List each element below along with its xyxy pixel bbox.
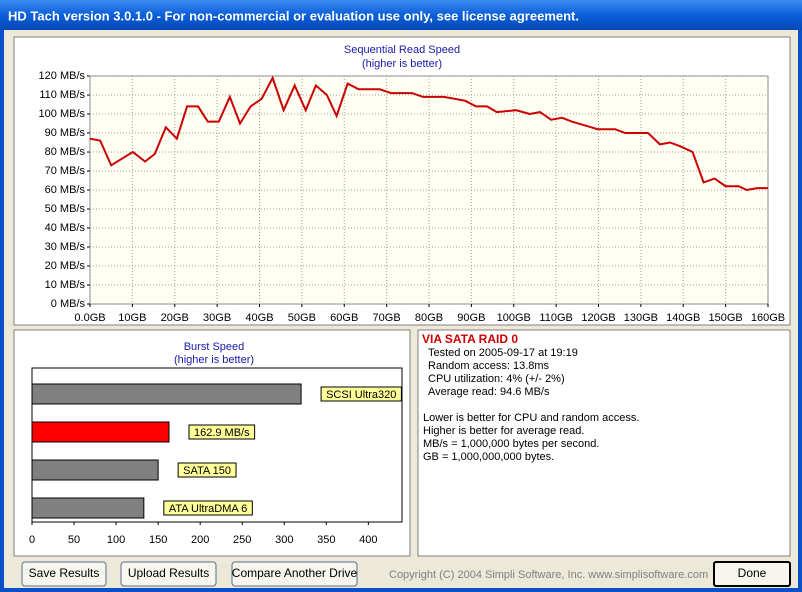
read-line [89, 75, 768, 192]
button[interactable] [231, 561, 358, 587]
note-line: MB/s = 1,000,000 bytes per second. [423, 438, 599, 450]
x-tick-label: 300 [275, 534, 293, 546]
drive-name: VIA SATA RAID 0 [422, 332, 518, 346]
burst-subtitle: (higher is better) [174, 354, 254, 366]
x-tick-label: 70GB [373, 312, 401, 324]
button[interactable] [21, 561, 107, 587]
burst-bar [31, 459, 159, 481]
button-label[interactable]: Compare Another Drive [232, 566, 358, 580]
burst-title: Burst Speed [184, 341, 245, 353]
button[interactable] [120, 561, 217, 587]
bar-label-box [163, 500, 253, 516]
y-tick-label: 10 MB/s [45, 279, 86, 291]
x-tick-label: 350 [317, 534, 335, 546]
burst-bar [31, 383, 302, 405]
y-tick-label: 120 MB/s [39, 70, 86, 82]
y-tick-label: 50 MB/s [45, 203, 86, 215]
y-tick-label: 90 MB/s [45, 127, 86, 139]
read-title: Sequential Read Speed [344, 44, 460, 56]
x-tick-label: 250 [233, 534, 251, 546]
y-tick-label: 20 MB/s [45, 260, 86, 272]
x-tick-label: 400 [359, 534, 377, 546]
x-tick-label: 0 [29, 534, 35, 546]
x-tick-label: 140GB [666, 312, 700, 324]
done-button[interactable] [713, 561, 791, 587]
burst-bar [31, 421, 170, 443]
y-tick-label: 100 MB/s [39, 108, 86, 120]
result-line: Average read: 94.6 MB/s [428, 386, 550, 398]
bar-label: ATA UltraDMA 6 [169, 503, 247, 515]
window-title: HD Tach version 3.0.1.0 - For non-commer… [8, 8, 579, 23]
y-tick-label: 40 MB/s [45, 222, 86, 234]
y-tick-label: 60 MB/s [45, 184, 86, 196]
x-tick-label: 20GB [161, 312, 189, 324]
done-label[interactable]: Done [738, 566, 767, 580]
title-bar [0, 0, 802, 30]
result-line: CPU utilization: 4% (+/- 2%) [428, 373, 565, 385]
x-tick-label: 60GB [330, 312, 358, 324]
result-line: Random access: 13.8ms [428, 360, 550, 372]
y-tick-label: 70 MB/s [45, 165, 86, 177]
bar-label-box [320, 386, 402, 402]
bar-label-box [177, 462, 237, 478]
x-tick-label: 0.0GB [74, 312, 105, 324]
x-tick-label: 120GB [581, 312, 615, 324]
info-panel [417, 329, 791, 557]
x-tick-label: 100 [107, 534, 125, 546]
x-tick-label: 160GB [751, 312, 785, 324]
y-tick-label: 30 MB/s [45, 241, 86, 253]
x-tick-label: 30GB [203, 312, 231, 324]
result-line: Tested on 2005-09-17 at 19:19 [428, 347, 578, 359]
bar-label: SATA 150 [183, 465, 231, 477]
x-tick-label: 200 [191, 534, 209, 546]
x-tick-label: 150GB [709, 312, 743, 324]
note-line: Higher is better for average read. [423, 425, 584, 437]
button-label[interactable]: Save Results [29, 566, 100, 580]
x-tick-label: 80GB [415, 312, 443, 324]
x-tick-label: 100GB [497, 312, 531, 324]
y-tick-label: 110 MB/s [39, 89, 85, 101]
x-tick-label: 50 [68, 534, 80, 546]
x-tick-label: 10GB [118, 312, 146, 324]
x-tick-label: 150 [149, 534, 167, 546]
y-tick-label: 80 MB/s [45, 146, 86, 158]
x-tick-label: 90GB [457, 312, 485, 324]
x-tick-label: 50GB [288, 312, 316, 324]
read-subtitle: (higher is better) [362, 58, 442, 70]
bar-label: SCSI Ultra320 [326, 389, 396, 401]
note-line: Lower is better for CPU and random acces… [423, 412, 639, 424]
copyright: Copyright (C) 2004 Simpli Software, Inc.… [389, 569, 708, 581]
button-label[interactable]: Upload Results [128, 566, 209, 580]
bar-label-box [188, 424, 256, 440]
note-line: GB = 1,000,000,000 bytes. [423, 451, 554, 463]
x-tick-label: 110GB [539, 312, 572, 324]
bar-label: 162.9 MB/s [194, 427, 250, 439]
y-tick-label: 0 MB/s [51, 298, 86, 310]
burst-bar [31, 497, 145, 519]
x-tick-label: 130GB [624, 312, 658, 324]
x-tick-label: 40GB [245, 312, 273, 324]
